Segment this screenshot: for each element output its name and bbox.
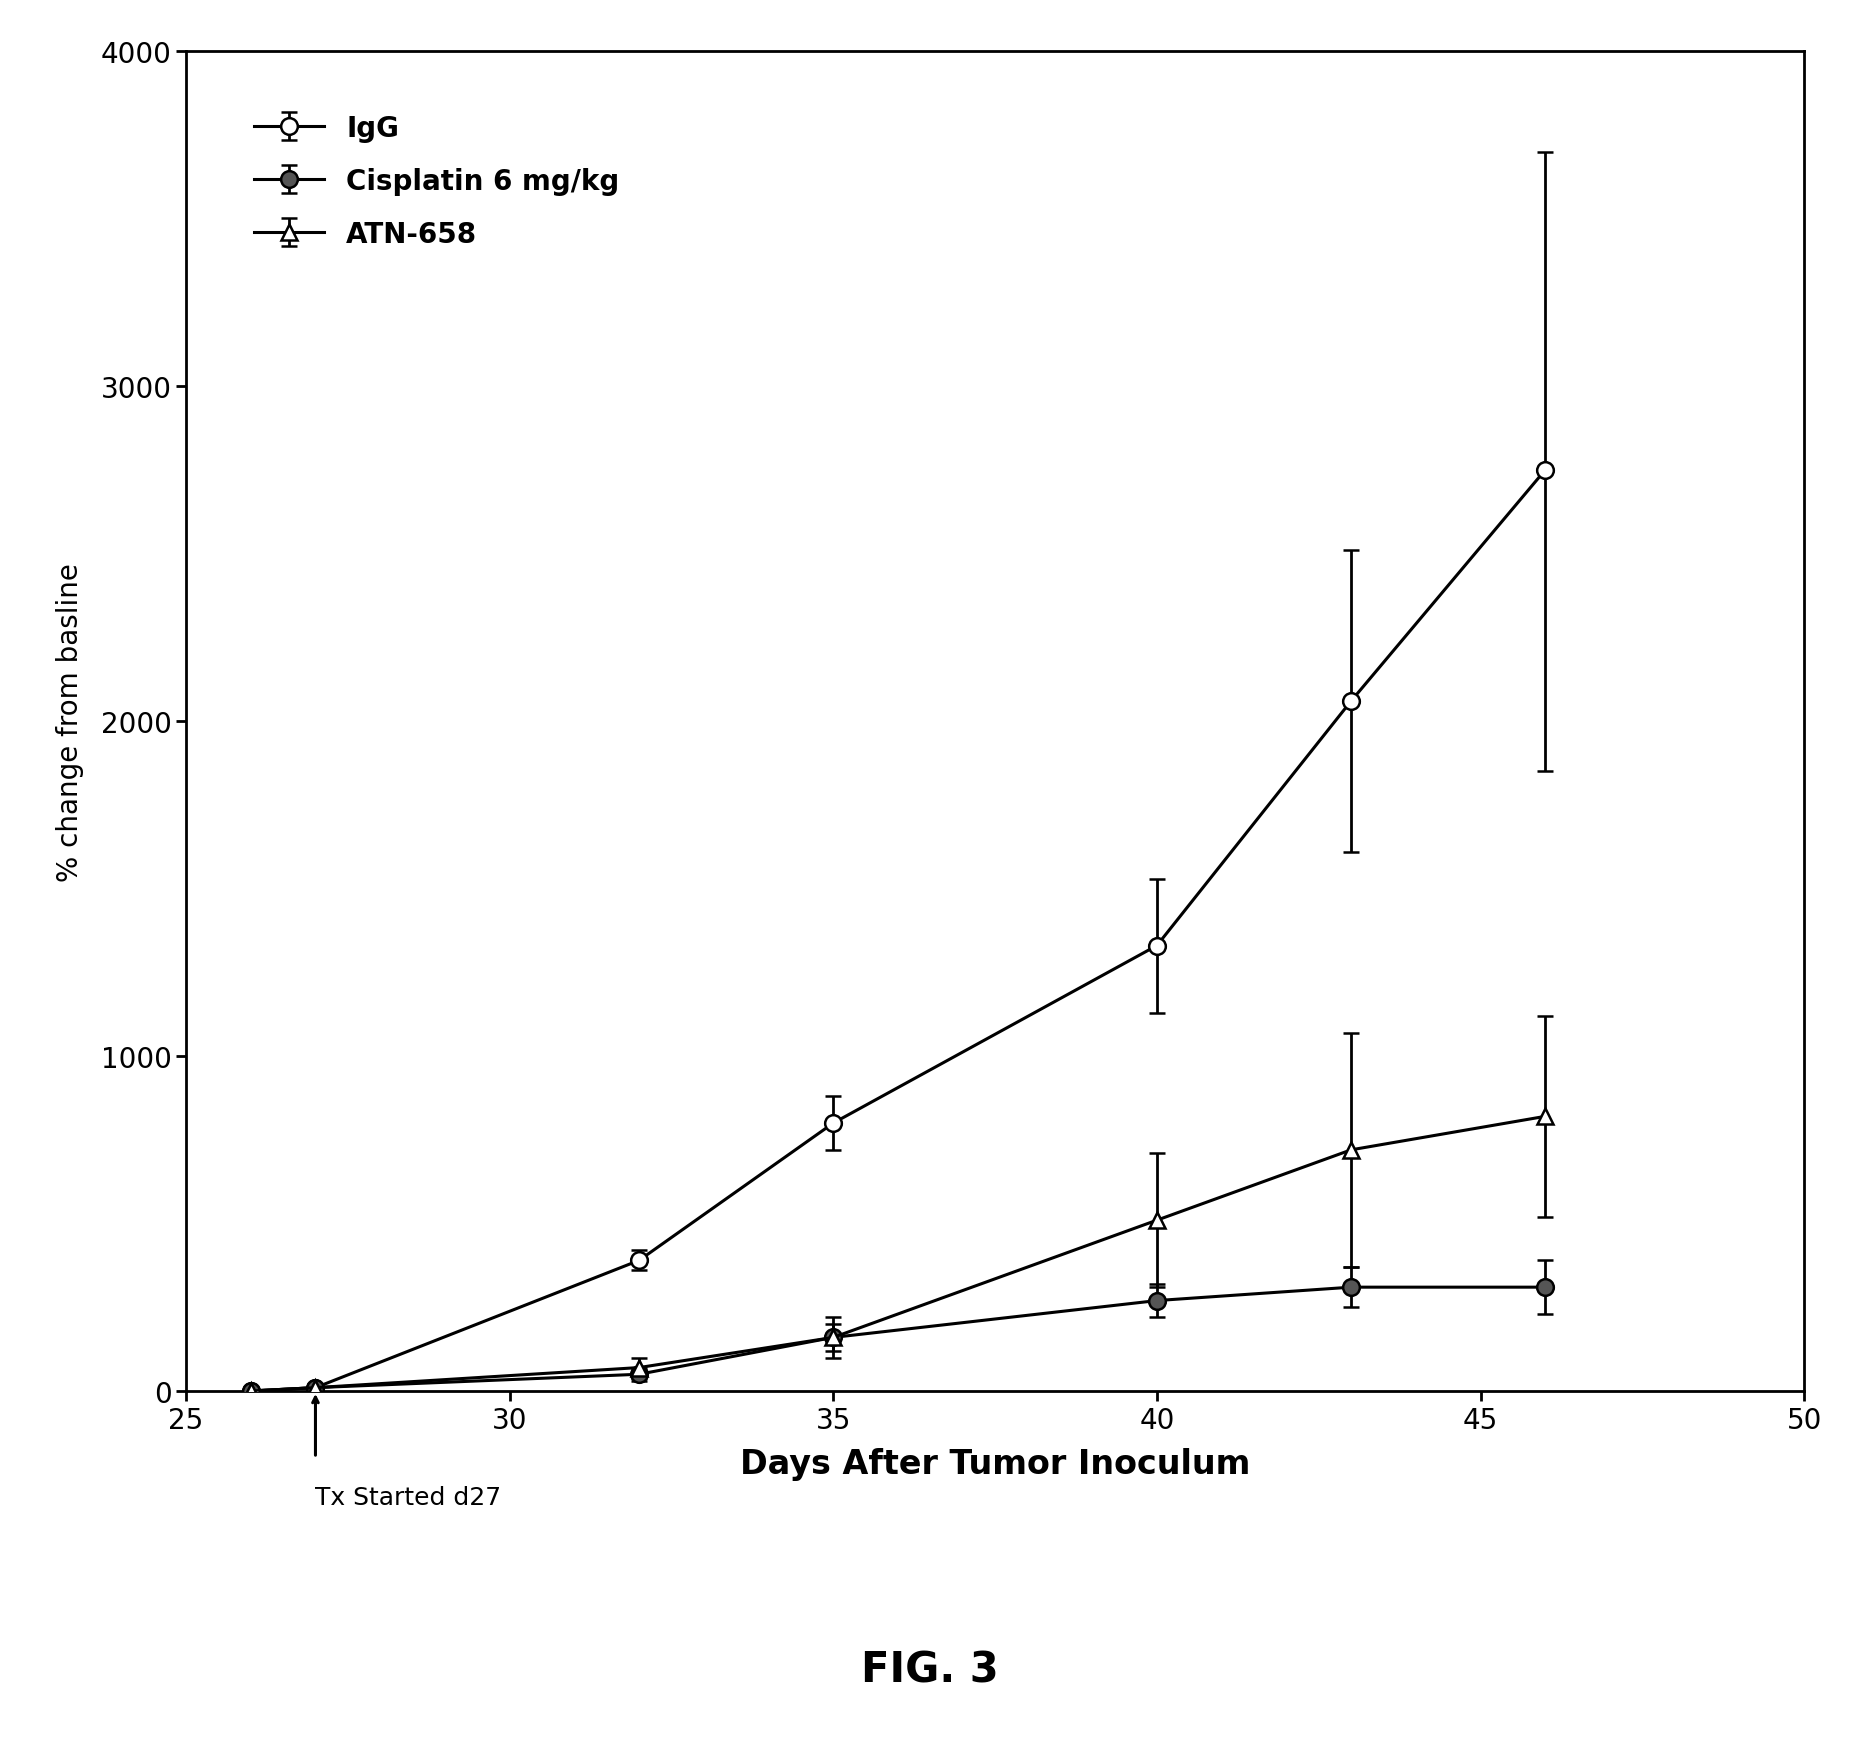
Legend: IgG, Cisplatin 6 mg/kg, ATN-658: IgG, Cisplatin 6 mg/kg, ATN-658 (232, 92, 642, 271)
Y-axis label: % change from basline: % change from basline (56, 562, 84, 882)
X-axis label: Days After Tumor Inoculum: Days After Tumor Inoculum (740, 1447, 1250, 1480)
Text: FIG. 3: FIG. 3 (861, 1649, 999, 1690)
Text: Tx Started d27: Tx Started d27 (316, 1485, 502, 1509)
